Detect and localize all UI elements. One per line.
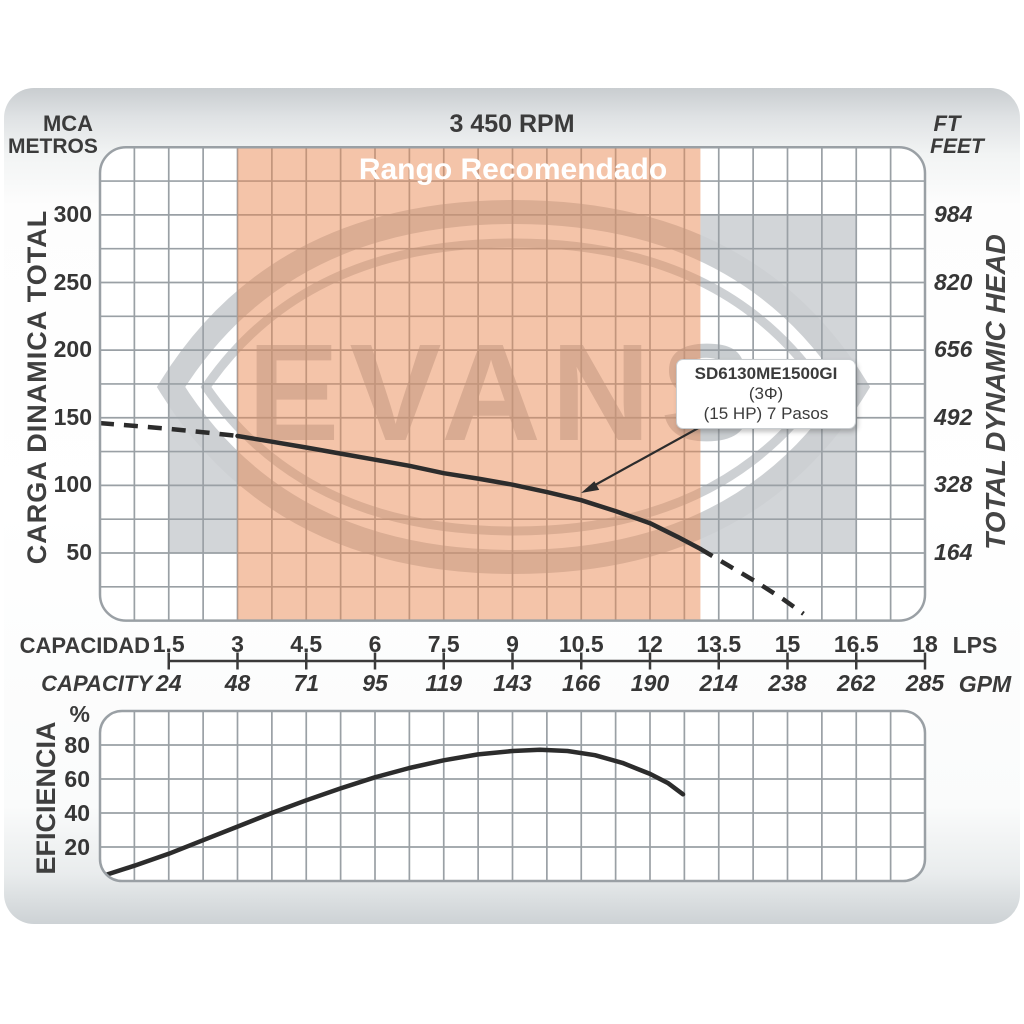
main-y-tick-mca: 50 — [66, 538, 92, 565]
left-unit-metros: METROS — [8, 135, 98, 158]
x-tick-lps: 6 — [368, 631, 382, 657]
x-tick-gpm: 24 — [155, 670, 182, 696]
x-axis-unit-lps: LPS — [952, 632, 998, 658]
pump-model-line2: (15 HP) 7 Pasos — [703, 404, 829, 423]
x-tick-gpm: 285 — [905, 670, 945, 696]
x-tick-lps: 3 — [231, 631, 244, 657]
x-tick-gpm: 71 — [293, 670, 320, 696]
recommended-range-label: Rango Recomendado — [358, 153, 668, 186]
x-tick-lps: 16.5 — [833, 631, 879, 657]
main-y-tick-mca: 150 — [53, 403, 92, 430]
main-y-tick-mca: 300 — [53, 200, 92, 227]
main-y-tick-ft: 164 — [934, 538, 973, 565]
x-tick-lps: 13.5 — [696, 631, 742, 657]
x-axis-label-capacidad: CAPACIDAD — [19, 633, 150, 658]
main-y-tick-mca: 250 — [53, 268, 92, 295]
x-tick-gpm: 48 — [224, 670, 251, 696]
x-tick-lps: 18 — [912, 631, 938, 657]
main-y-tick-mca: 200 — [53, 336, 92, 363]
pump-model-line1: SD6130ME1500GI (3Φ) — [679, 364, 853, 404]
pump-model-phase: (3Φ) — [748, 384, 784, 403]
x-tick-lps: 9 — [506, 631, 519, 657]
pump-model-code: SD6130ME1500GI — [694, 364, 838, 383]
x-tick-lps: 4.5 — [290, 631, 323, 657]
right-unit-feet: FEET — [930, 135, 984, 158]
main-y-tick-ft: 820 — [934, 268, 973, 295]
main-y-tick-mca: 100 — [53, 471, 92, 498]
eff-y-tick: 60 — [64, 766, 90, 792]
x-tick-gpm: 190 — [630, 670, 670, 696]
x-axis-label-capacity: CAPACITY — [41, 671, 152, 696]
x-axis-unit-gpm: GPM — [958, 671, 1012, 697]
x-tick-gpm: 143 — [493, 670, 532, 696]
eff-y-tick: 40 — [64, 800, 90, 826]
x-tick-gpm: 95 — [362, 670, 388, 696]
rpm-title: 3 450 RPM — [449, 110, 575, 138]
x-tick-gpm: 214 — [699, 670, 738, 696]
right-axis-title: TOTAL DYNAMIC HEAD — [980, 234, 1011, 550]
x-tick-gpm: 166 — [562, 670, 601, 696]
x-tick-lps: 15 — [774, 631, 801, 657]
efficiency-unit-percent: % — [69, 701, 90, 727]
left-axis-title: CARGA DINAMICA TOTAL — [22, 209, 52, 565]
x-tick-lps: 12 — [637, 631, 663, 657]
eff-y-tick: 20 — [64, 834, 90, 860]
right-unit-ft: FT — [933, 111, 961, 136]
x-tick-lps: 7.5 — [427, 631, 460, 657]
pump-model-callout: SD6130ME1500GI (3Φ) (15 HP) 7 Pasos — [676, 359, 856, 429]
main-y-tick-ft: 984 — [934, 200, 973, 227]
main-y-tick-ft: 328 — [934, 471, 973, 498]
eff-y-tick: 80 — [64, 732, 90, 758]
x-tick-lps: 10.5 — [558, 631, 604, 657]
main-y-tick-ft: 492 — [934, 403, 973, 430]
x-tick-gpm: 119 — [425, 670, 463, 696]
left-unit-mca: MCA — [42, 111, 94, 136]
x-tick-gpm: 262 — [837, 670, 876, 696]
main-y-tick-ft: 656 — [934, 336, 973, 363]
x-tick-gpm: 238 — [768, 670, 807, 696]
x-tick-lps: 1.5 — [152, 631, 185, 657]
